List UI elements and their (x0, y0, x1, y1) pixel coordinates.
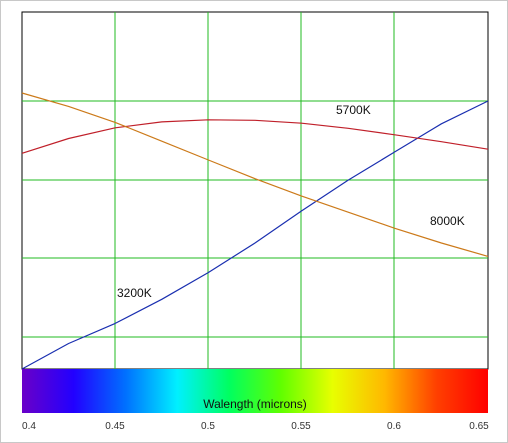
x-tick-label-5: 0.6 (387, 421, 401, 432)
x-tick-label-1: 0.4 (22, 421, 36, 432)
plot-area (21, 11, 489, 370)
series-lines (21, 92, 489, 370)
series-labels: 3200K 5700K 8000K (117, 103, 465, 300)
series-line-5700k (21, 119, 489, 154)
x-tick-label-2: 0.45 (105, 421, 125, 432)
series-line-3200k (21, 100, 489, 370)
x-tick-label-6: 0.65 (469, 421, 489, 432)
series-label-5700k: 5700K (336, 103, 371, 117)
x-tick-label-3: 0.5 (201, 421, 215, 432)
spectrum-bar (22, 369, 488, 413)
x-tick-label-4: 0.55 (291, 421, 311, 432)
x-axis-label: Walength (microns) (203, 397, 307, 411)
series-line-8000k (21, 92, 489, 257)
x-tick-labels: 0.4 0.45 0.5 0.55 0.6 0.65 (22, 421, 489, 432)
series-label-3200k: 3200K (117, 286, 152, 300)
gridlines (22, 12, 488, 369)
series-label-8000k: 8000K (430, 214, 465, 228)
